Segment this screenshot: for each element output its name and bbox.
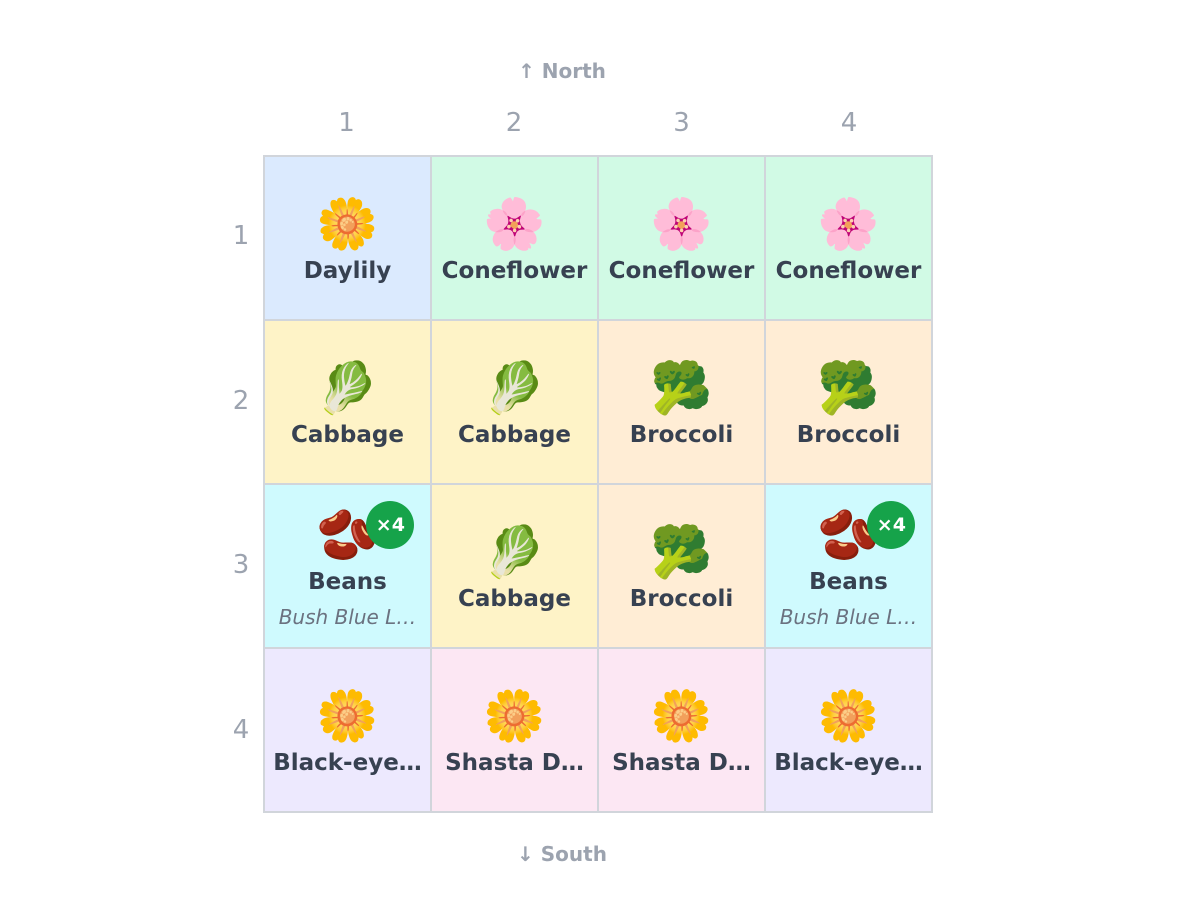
plot-cell[interactable]: 🥬 Cabbage (431, 484, 598, 648)
plant-variety: Bush Blue L… (278, 605, 417, 629)
garden-grid: 🌼 Daylily 🌸 Coneflower 🌸 Coneflower 🌸 Coneflowe… (263, 155, 933, 813)
plant-name: Cabbage (291, 422, 404, 448)
plot-cell[interactable]: 🥦 Broccoli (598, 484, 765, 648)
plant-icon-wrap: 🫘 ×4 (316, 501, 415, 567)
plant-icon-wrap: 🌸 (817, 192, 879, 256)
plant-name: Black-eye… (273, 750, 422, 776)
plant-icon: 🥦 (650, 359, 713, 417)
plant-icon-wrap: 🫘 ×4 (817, 501, 916, 567)
row-label: 1 (232, 221, 250, 252)
column-label: 3 (673, 108, 690, 138)
plant-icon: 🥬 (316, 359, 379, 417)
plot-cell[interactable]: 🌸 Coneflower (431, 156, 598, 320)
quantity-badge: ×4 (867, 501, 916, 549)
plant-name: Cabbage (458, 422, 571, 448)
row-label: 4 (232, 714, 250, 745)
row-label: 3 (232, 550, 250, 581)
row-label: 2 (232, 385, 250, 416)
plant-icon: 🥦 (650, 523, 713, 581)
plant-icon-wrap: 🥦 (650, 356, 712, 420)
plant-icon: 🌼 (483, 687, 546, 745)
plot-cell[interactable]: 🌸 Coneflower (765, 156, 932, 320)
north-label: ↑ North (518, 59, 606, 83)
plant-icon: 🌼 (316, 687, 379, 745)
plot-cell[interactable]: 🌼 Black-eye… (765, 648, 932, 812)
plot-cell[interactable]: 🌼 Daylily (264, 156, 431, 320)
plant-name: Cabbage (458, 586, 571, 612)
plant-icon-wrap: 🌼 (316, 192, 378, 256)
plant-icon-wrap: 🌼 (316, 684, 378, 748)
plant-icon: 🌼 (316, 195, 379, 253)
plant-icon-wrap: 🥬 (483, 520, 545, 584)
plant-icon-wrap: 🌼 (817, 684, 879, 748)
plot-cell[interactable]: 🌸 Coneflower (598, 156, 765, 320)
plot-cell[interactable]: 🌼 Shasta D… (431, 648, 598, 812)
plant-icon: 🌸 (483, 195, 546, 253)
plant-name: Black-eye… (774, 750, 923, 776)
column-label: 2 (505, 108, 523, 138)
column-label: 4 (840, 108, 858, 138)
plant-icon: 🌸 (817, 195, 880, 253)
plant-name: Broccoli (629, 586, 734, 612)
plot-cell[interactable]: 🌼 Shasta D… (598, 648, 765, 812)
quantity-badge: ×4 (366, 501, 415, 549)
plant-icon: 🥬 (483, 359, 546, 417)
plant-icon: 🥦 (817, 359, 880, 417)
plant-icon-wrap: 🥦 (650, 520, 712, 584)
plant-name: Shasta D… (445, 750, 584, 776)
plant-name: Coneflower (775, 258, 922, 284)
plot-cell[interactable]: 🌼 Black-eye… (264, 648, 431, 812)
plant-icon: 🌼 (817, 687, 880, 745)
plant-name: Shasta D… (612, 750, 751, 776)
column-label: 1 (338, 108, 355, 138)
plant-icon-wrap: 🌼 (483, 684, 545, 748)
plot-cell[interactable]: 🥬 Cabbage (431, 320, 598, 484)
plant-icon-wrap: 🥬 (316, 356, 378, 420)
plant-icon: 🌸 (650, 195, 713, 253)
plant-variety: Bush Blue L… (779, 605, 918, 629)
plant-name: Beans (308, 569, 387, 595)
plant-icon: 🌼 (650, 687, 713, 745)
plant-name: Coneflower (441, 258, 588, 284)
plant-name: Broccoli (796, 422, 901, 448)
plant-icon-wrap: 🌸 (650, 192, 712, 256)
plot-cell[interactable]: 🫘 ×4 Beans Bush Blue L… (264, 484, 431, 648)
plant-name: Beans (809, 569, 888, 595)
south-label: ↓ South (517, 842, 607, 866)
plant-name: Coneflower (608, 258, 755, 284)
plot-cell[interactable]: 🥬 Cabbage (264, 320, 431, 484)
plot-cell[interactable]: 🫘 ×4 Beans Bush Blue L… (765, 484, 932, 648)
plant-name: Broccoli (629, 422, 734, 448)
plant-icon-wrap: 🥦 (817, 356, 879, 420)
plot-cell[interactable]: 🥦 Broccoli (765, 320, 932, 484)
plant-icon: 🥬 (483, 523, 546, 581)
plot-cell[interactable]: 🥦 Broccoli (598, 320, 765, 484)
plant-icon-wrap: 🥬 (483, 356, 545, 420)
plant-icon-wrap: 🌸 (483, 192, 545, 256)
plant-icon-wrap: 🌼 (650, 684, 712, 748)
plant-name: Daylily (303, 258, 392, 284)
